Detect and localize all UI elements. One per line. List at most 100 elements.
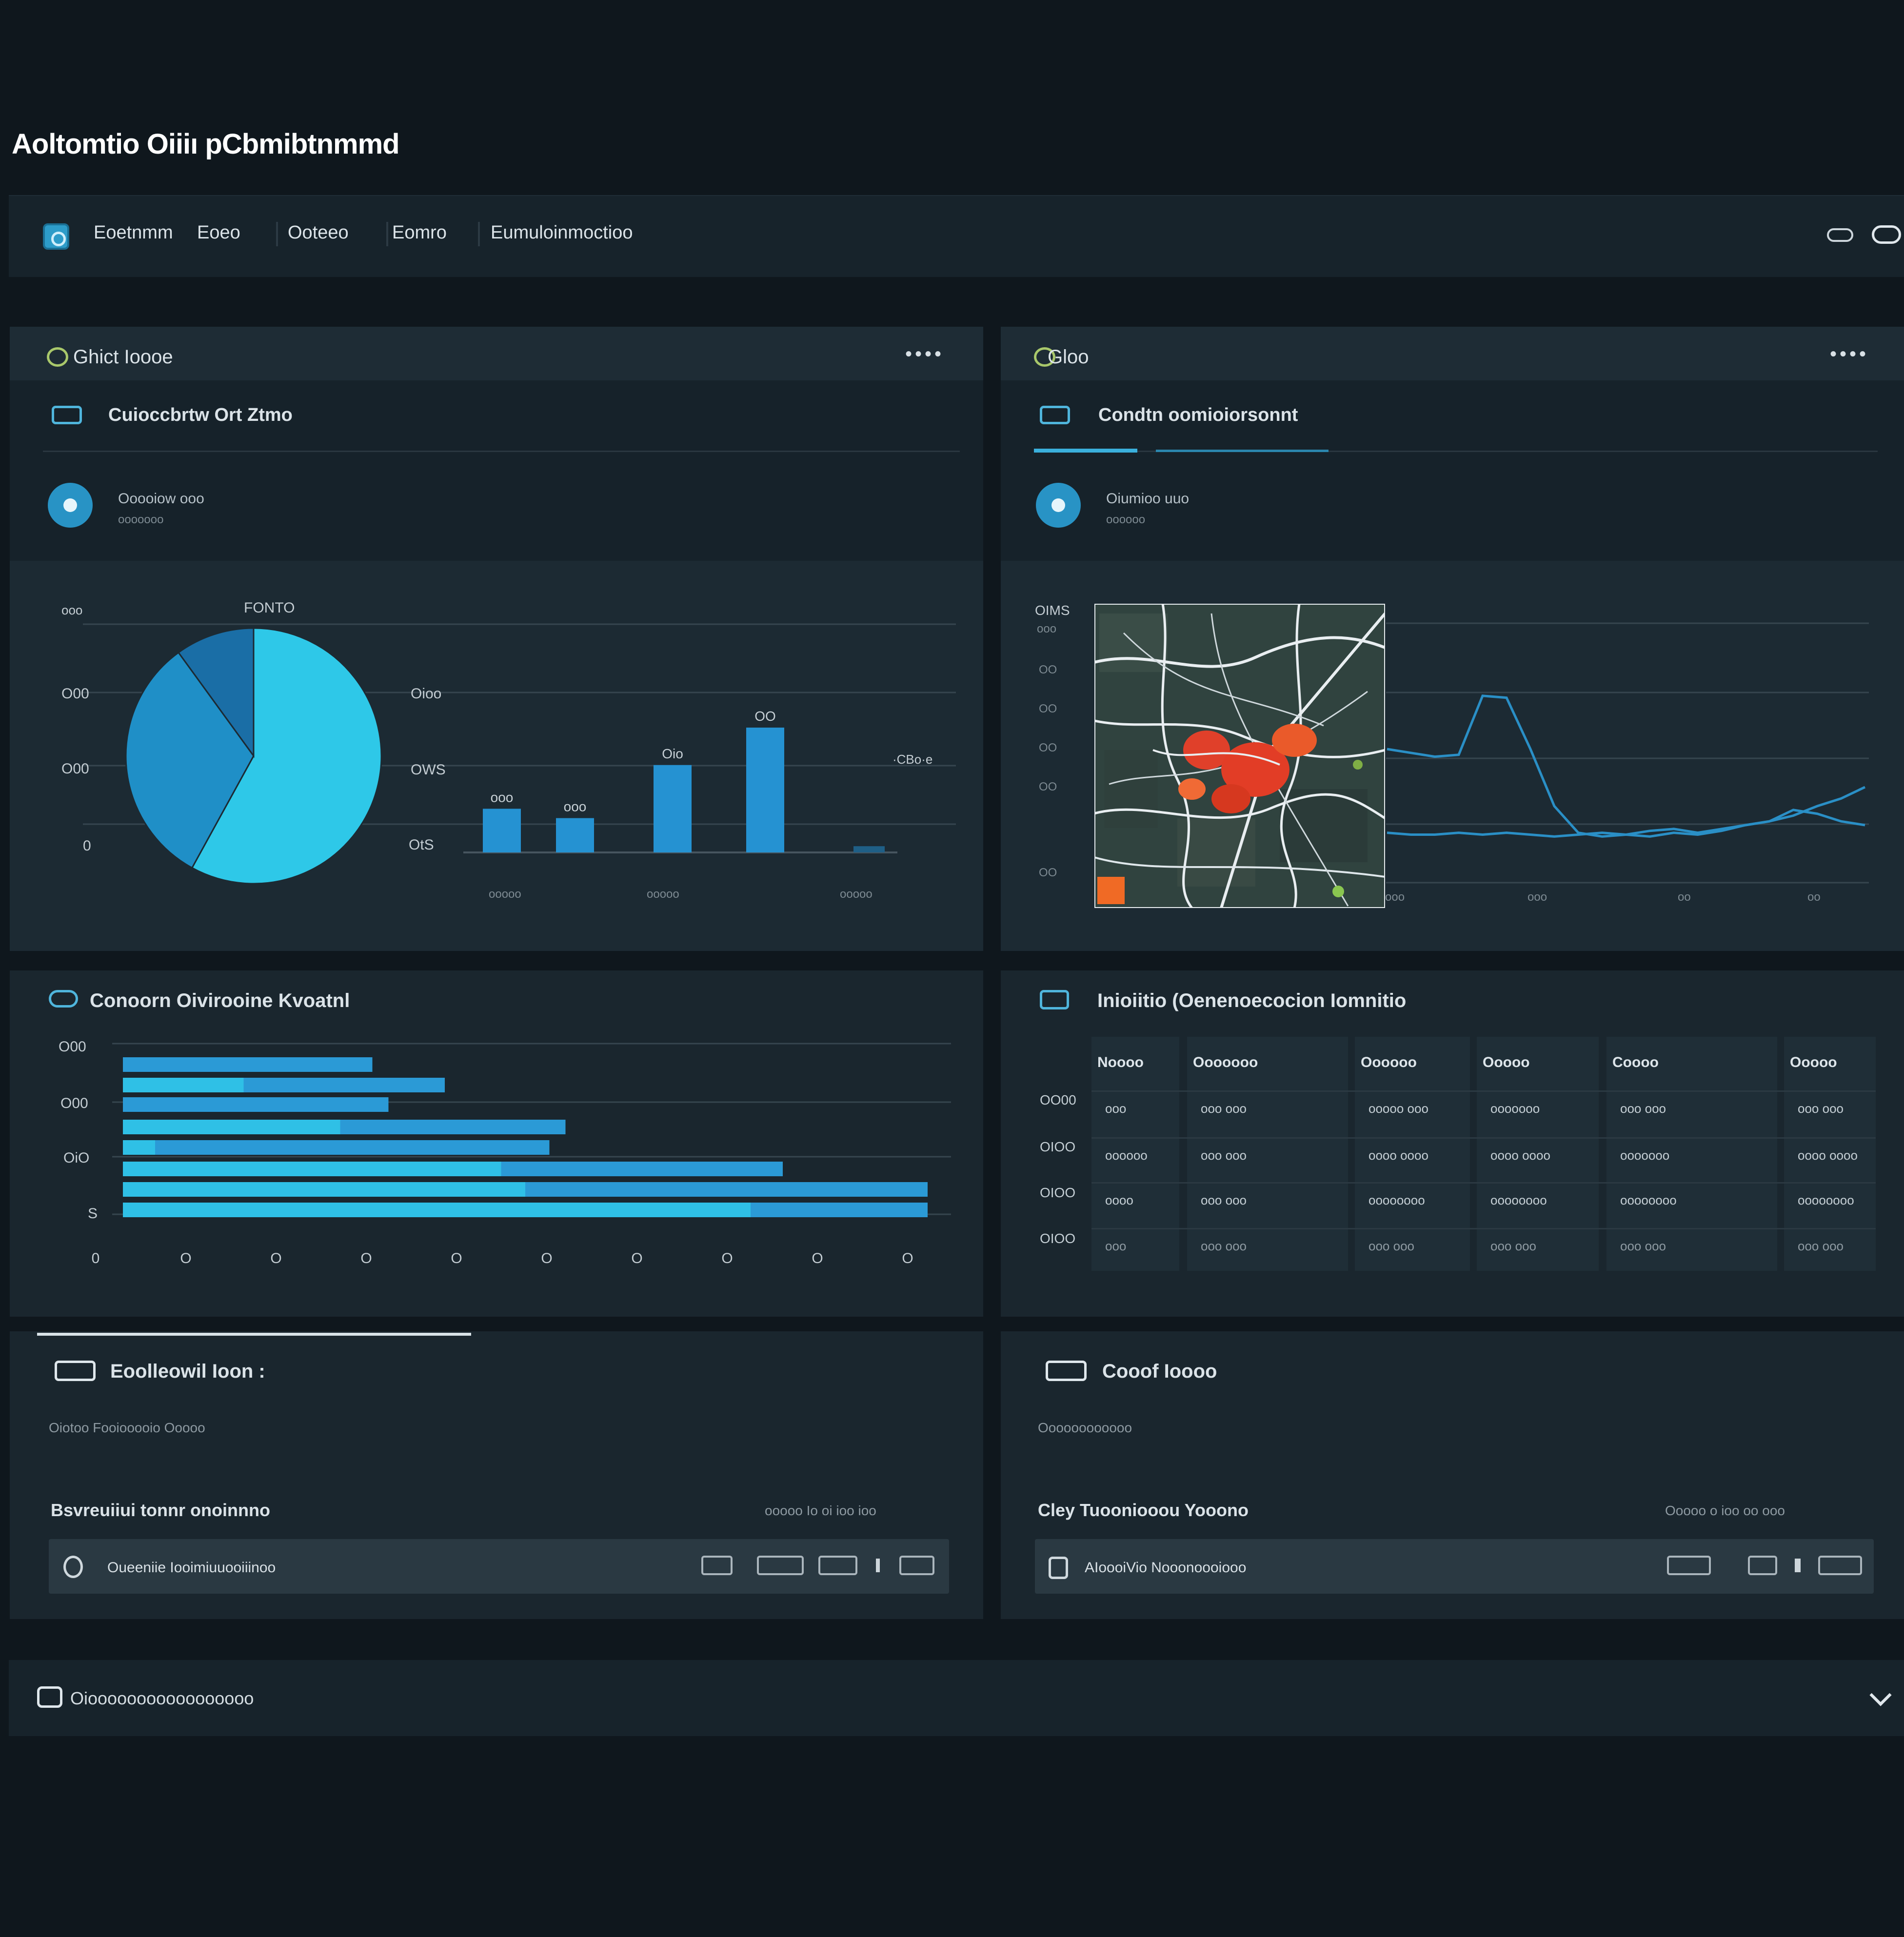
table-cell: ooo ooo <box>1368 1239 1414 1253</box>
table-cell: oooo <box>1105 1193 1133 1207</box>
table-header-cell[interactable]: Ooooooo <box>1193 1054 1258 1070</box>
tab-active-indicator[interactable] <box>1034 449 1137 453</box>
nav-item-4[interactable]: Eomro <box>392 222 447 243</box>
line-x-label: ooo <box>1527 890 1547 904</box>
nav-separator <box>386 222 388 246</box>
card-icon <box>1040 406 1070 424</box>
tab-indicator[interactable] <box>1156 450 1329 452</box>
table-header-cell[interactable]: Ooooo <box>1790 1054 1837 1070</box>
hbar[interactable] <box>123 1140 550 1155</box>
hbar[interactable] <box>123 1057 373 1072</box>
file-icon <box>1049 1557 1068 1579</box>
row-action-button[interactable] <box>1818 1556 1862 1575</box>
file-name: Oueeniie Iooimiuuooiiinoo <box>107 1560 276 1576</box>
bar-x-label: ooooo <box>489 888 521 901</box>
table-header-cell[interactable]: Noooo <box>1097 1054 1144 1070</box>
table-header-cell[interactable]: Oooooo <box>1361 1054 1417 1070</box>
row-action-button[interactable] <box>701 1556 733 1575</box>
toggle-icon[interactable] <box>1827 228 1853 242</box>
row-action-button[interactable] <box>1748 1556 1777 1575</box>
link-icon[interactable] <box>1872 225 1901 244</box>
table-column <box>1477 1037 1599 1271</box>
table-cell: oooooooo <box>1368 1193 1425 1207</box>
avatar[interactable] <box>1036 483 1081 528</box>
table-cell: ooo ooo <box>1201 1101 1247 1116</box>
table-cell: oooooooo <box>1620 1193 1677 1207</box>
hbar[interactable] <box>123 1120 340 1134</box>
pie-slice[interactable] <box>191 627 382 885</box>
hbar-x-tick: O <box>541 1250 552 1266</box>
line-series[interactable] <box>1387 694 1866 838</box>
hbar-x-tick: O <box>180 1250 191 1266</box>
nav-item-2[interactable]: Eoeo <box>197 222 240 243</box>
hbar-x-tick: O <box>721 1250 733 1266</box>
panel-title: Conoorn Oivirooine Kvoatnl <box>90 990 350 1011</box>
table-header-cell[interactable]: Coooo <box>1612 1054 1659 1070</box>
bar[interactable] <box>654 765 692 852</box>
row-action-button[interactable] <box>757 1556 804 1575</box>
pie-slice[interactable] <box>177 627 255 758</box>
hbar[interactable] <box>123 1162 501 1176</box>
card-icon <box>52 406 82 424</box>
row-action-button[interactable] <box>818 1556 857 1575</box>
table-cell: ooo <box>1105 1239 1127 1253</box>
bottom-collapsible-bar[interactable] <box>9 1660 1904 1736</box>
map-image[interactable] <box>1094 604 1385 908</box>
file-icon <box>63 1556 83 1578</box>
table-row-divider <box>1091 1090 1876 1092</box>
line-y-tick: OO <box>1039 663 1057 676</box>
bar[interactable] <box>483 809 521 852</box>
bar-y-tick: Oioo <box>411 686 442 702</box>
data-table: Noooo Ooooooo Oooooo Ooooo Coooo Ooooo ooo ooo … <box>1091 1037 1876 1271</box>
table-cell: ooooooo <box>1490 1101 1540 1116</box>
nav-item-1[interactable]: Eoetnmm <box>94 222 173 243</box>
pie-top-label: FONTO <box>244 600 295 616</box>
panel-header <box>10 327 983 380</box>
nav-item-3[interactable]: Ooteeo <box>288 222 349 243</box>
hbar[interactable] <box>123 1078 244 1092</box>
hbar-y-tick: OiO <box>63 1150 90 1166</box>
file-row[interactable] <box>1035 1539 1874 1594</box>
file-name: AIoooiVio Nooonoooiooo <box>1085 1560 1247 1576</box>
row-action-button[interactable] <box>1667 1556 1711 1575</box>
hbar[interactable] <box>123 1140 155 1155</box>
hbar-x-tick: O <box>360 1250 372 1266</box>
bar[interactable] <box>556 818 594 852</box>
table-column <box>1187 1037 1348 1271</box>
table-column <box>1355 1037 1470 1271</box>
table-cell: ooo ooo <box>1620 1239 1666 1253</box>
top-nav-bar <box>9 195 1904 277</box>
nav-separator <box>276 222 278 246</box>
file-row[interactable] <box>49 1539 949 1594</box>
pie-slice[interactable] <box>125 651 255 869</box>
bar[interactable] <box>853 846 885 852</box>
panel-title: Cooof Ioooo <box>1102 1361 1217 1382</box>
avatar[interactable] <box>48 483 93 528</box>
hbar-x-tick: O <box>631 1250 642 1266</box>
panel-title: Eoolleowil Ioon : <box>110 1361 265 1382</box>
more-options-icon[interactable]: •••• <box>1830 343 1869 365</box>
hbar[interactable] <box>123 1097 389 1112</box>
bar[interactable] <box>746 728 784 852</box>
avatar-label: Oiumioo uuo <box>1106 491 1190 507</box>
table-column <box>1784 1037 1876 1271</box>
more-options-icon[interactable]: •••• <box>905 343 945 365</box>
row-action-button[interactable] <box>899 1556 934 1575</box>
line-x-label: oo <box>1807 890 1821 904</box>
hbar-x-tick: O <box>812 1250 823 1266</box>
app-logo-icon[interactable] <box>43 223 69 250</box>
nav-item-5[interactable]: Eumuloinmoctioo <box>491 222 633 243</box>
bar-x-label: ooooo <box>647 888 679 901</box>
line-chart <box>1386 622 1869 884</box>
row-divider <box>876 1559 880 1572</box>
table-row-label: OIOO <box>1040 1139 1076 1154</box>
folder-icon <box>55 1361 96 1381</box>
hbar[interactable] <box>123 1203 751 1217</box>
line-series[interactable] <box>1387 809 1865 838</box>
line-x-label: oo <box>1678 890 1691 904</box>
section-title: Cley Tuooniooou Yooono <box>1038 1500 1249 1520</box>
table-header-cell[interactable]: Ooooo <box>1483 1054 1530 1070</box>
line-y-tick: OO <box>1039 702 1057 715</box>
hbar[interactable] <box>123 1182 525 1197</box>
row-divider <box>1795 1559 1801 1572</box>
